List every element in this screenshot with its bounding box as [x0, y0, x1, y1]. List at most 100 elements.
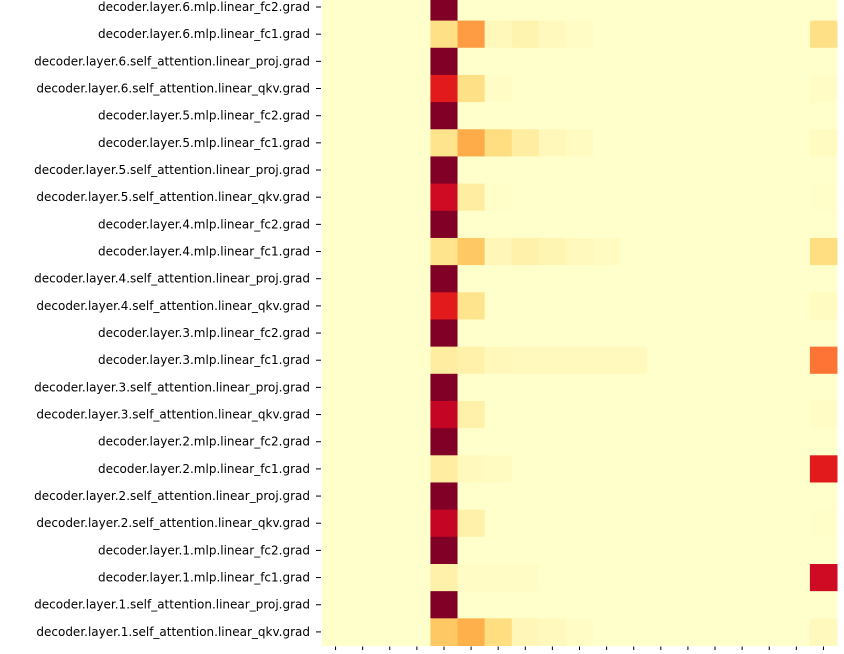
- heatmap-cell: [782, 482, 811, 511]
- heatmap-cell: [430, 536, 459, 565]
- heatmap-cell: [701, 156, 730, 185]
- heatmap-cell: [538, 102, 567, 130]
- heatmap-cell: [322, 563, 350, 592]
- heatmap-cell: [565, 237, 594, 266]
- heatmap-cell: [511, 47, 540, 76]
- heatmap-cell: [728, 156, 757, 185]
- heatmap-cell: [565, 74, 594, 103]
- heatmap-cell: [701, 20, 730, 49]
- heatmap-cell: [349, 373, 377, 402]
- heatmap-cell: [484, 74, 513, 103]
- heatmap-cell: [620, 373, 648, 402]
- heatmap-cell: [674, 102, 702, 130]
- heatmap-cell: [782, 618, 811, 646]
- heatmap-cell: [701, 618, 730, 646]
- heatmap-cell: [511, 237, 540, 266]
- heatmap-cell: [701, 536, 730, 565]
- heatmap-cell: [593, 47, 621, 76]
- heatmap-cell: [403, 428, 431, 456]
- heatmap-cell: [403, 618, 431, 646]
- heatmap-cell: [674, 183, 702, 212]
- heatmap-cell: [755, 591, 784, 619]
- heatmap-cell: [349, 47, 377, 76]
- heatmap-cell: [376, 47, 404, 76]
- heatmap-cell: [484, 292, 513, 320]
- heatmap-cell: [620, 563, 648, 592]
- heatmap-cell: [674, 373, 702, 402]
- heatmap-cell: [593, 618, 621, 646]
- heatmap-cell: [674, 536, 702, 565]
- heatmap-cell: [593, 20, 621, 49]
- heatmap-cell: [755, 400, 784, 429]
- y-tick-label: decoder.layer.3.self_attention.linear_qk…: [36, 408, 310, 422]
- heatmap-cell: [593, 156, 621, 185]
- heatmap-cell: [782, 292, 811, 320]
- heatmap-cell: [701, 482, 730, 511]
- heatmap-cell: [782, 400, 811, 429]
- heatmap-cell: [647, 156, 675, 185]
- heatmap-cell: [755, 482, 784, 511]
- heatmap-cell: [809, 47, 838, 76]
- heatmap-cell: [376, 292, 404, 320]
- heatmap-cell: [728, 47, 757, 76]
- heatmap-cell: [403, 265, 431, 293]
- heatmap-cell: [593, 591, 621, 619]
- heatmap-cell: [782, 156, 811, 185]
- heatmap-cell: [782, 373, 811, 402]
- heatmap-cell: [809, 237, 838, 266]
- heatmap-cell: [511, 618, 540, 646]
- heatmap-cell: [620, 183, 648, 212]
- heatmap-cell: [593, 400, 621, 429]
- heatmap-cell: [728, 129, 757, 157]
- heatmap-cell: [647, 509, 675, 538]
- heatmap-cell: [647, 482, 675, 511]
- heatmap-cell: [647, 20, 675, 49]
- heatmap-cell: [322, 237, 350, 266]
- y-tick-label: decoder.layer.6.mlp.linear_fc2.grad: [98, 0, 310, 14]
- heatmap-cell: [782, 536, 811, 565]
- heatmap-cell: [349, 210, 377, 239]
- heatmap-cell: [647, 536, 675, 565]
- heatmap-cell: [593, 428, 621, 456]
- heatmap-cell: [782, 74, 811, 103]
- heatmap-cell: [728, 319, 757, 348]
- heatmap-cell: [565, 129, 594, 157]
- heatmap-cell: [349, 509, 377, 538]
- heatmap-cell: [647, 455, 675, 483]
- heatmap-cell: [674, 237, 702, 266]
- heatmap-cell: [349, 292, 377, 320]
- heatmap-cell: [376, 509, 404, 538]
- heatmap-cell: [593, 237, 621, 266]
- heatmap-cell: [620, 455, 648, 483]
- heatmap-cell: [322, 509, 350, 538]
- heatmap-cell: [809, 210, 838, 239]
- heatmap-cell: [674, 292, 702, 320]
- heatmap-cell: [511, 265, 540, 293]
- heatmap-cell: [349, 20, 377, 49]
- heatmap-cell: [403, 319, 431, 348]
- heatmap-cell: [430, 156, 459, 185]
- heatmap-cell: [593, 346, 621, 375]
- heatmap-cell: [620, 591, 648, 619]
- heatmap-cell: [674, 74, 702, 103]
- heatmap-cell: [430, 20, 459, 49]
- heatmap-cell: [376, 591, 404, 619]
- heatmap-cell: [647, 400, 675, 429]
- heatmap-cell: [511, 319, 540, 348]
- heatmap-cell: [565, 482, 594, 511]
- y-tick-label: decoder.layer.6.self_attention.linear_qk…: [36, 82, 310, 96]
- heatmap-cell: [322, 292, 350, 320]
- heatmap-cell: [538, 509, 567, 538]
- heatmap-cell: [674, 618, 702, 646]
- heatmap-cell: [484, 346, 513, 375]
- heatmap-cell: [322, 0, 350, 22]
- heatmap-cell: [457, 400, 486, 429]
- heatmap-cell: [511, 210, 540, 239]
- heatmap-cell: [376, 618, 404, 646]
- heatmap-cell: [430, 210, 459, 239]
- heatmap-cell: [322, 428, 350, 456]
- heatmap-cell: [403, 536, 431, 565]
- heatmap-cell: [430, 183, 459, 212]
- heatmap-cell: [565, 183, 594, 212]
- heatmap-cell: [403, 292, 431, 320]
